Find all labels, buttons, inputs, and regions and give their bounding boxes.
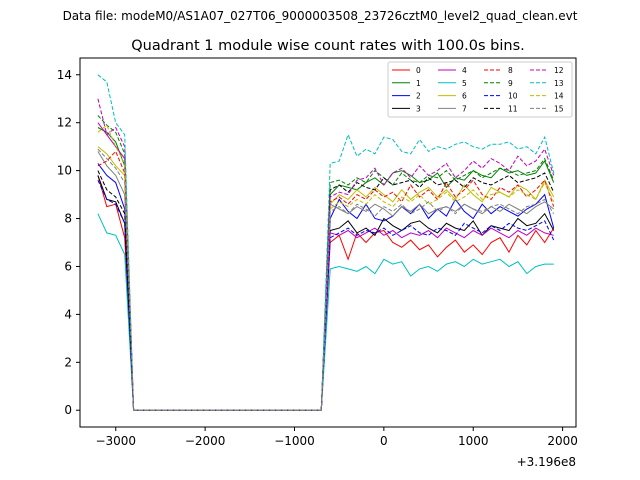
series-line-14	[97, 124, 555, 411]
y-tick-label: 8	[64, 212, 72, 226]
y-tick-label: 14	[57, 68, 72, 82]
legend-box	[387, 61, 573, 118]
series-line-12	[97, 98, 555, 411]
legend-label-0: 0	[416, 66, 421, 75]
legend-label-7: 7	[462, 104, 467, 113]
plot-series-group	[97, 74, 555, 411]
y-tick-label: 0	[64, 403, 72, 417]
series-line-13	[97, 74, 555, 411]
legend-label-11: 11	[508, 104, 518, 113]
legend-label-5: 5	[462, 79, 467, 88]
x-tick-label: −2000	[185, 434, 226, 448]
legend-label-2: 2	[416, 92, 421, 101]
x-offset-label: +3.196e8	[517, 455, 576, 469]
y-tick-label: 6	[64, 259, 72, 273]
y-tick-label: 10	[57, 164, 72, 178]
x-tick-label: 0	[380, 434, 388, 448]
x-tick-label: 2000	[547, 434, 578, 448]
x-tick-label: −1000	[274, 434, 315, 448]
legend-label-8: 8	[508, 66, 513, 75]
series-line-15	[97, 148, 555, 411]
y-tick-label: 2	[64, 355, 72, 369]
chart-title: Quadrant 1 module wise count rates with …	[131, 38, 525, 54]
y-tick-label: 12	[57, 116, 72, 130]
legend-label-9: 9	[508, 79, 513, 88]
plot-frame	[79, 57, 577, 428]
legend-label-12: 12	[554, 66, 564, 75]
y-tick-label: 4	[64, 307, 72, 321]
legend-label-10: 10	[508, 92, 518, 101]
x-tick-label: 1000	[458, 434, 489, 448]
x-tick-label: −3000	[95, 434, 136, 448]
legend-label-14: 14	[554, 92, 564, 101]
legend-label-15: 15	[554, 104, 564, 113]
chart-suptitle: Data file: modeM0/AS1A07_027T06_90000035…	[63, 9, 578, 23]
legend-label-3: 3	[416, 104, 421, 113]
legend-label-13: 13	[554, 79, 564, 88]
series-line-1	[97, 127, 555, 411]
legend-label-1: 1	[416, 79, 421, 88]
legend-label-6: 6	[462, 92, 467, 101]
series-line-4	[97, 122, 554, 411]
legend-label-4: 4	[462, 66, 467, 75]
